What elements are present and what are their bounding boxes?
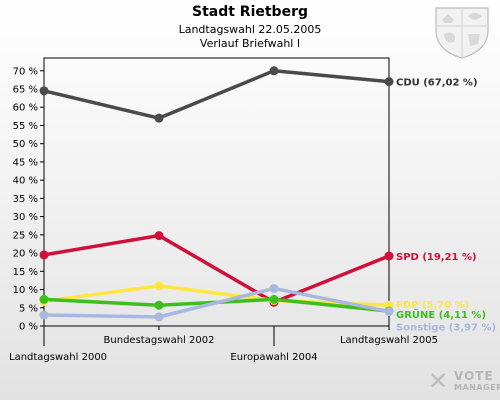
logo-text-vote: VOTE [454, 369, 494, 383]
x-tick-label: Europawahl 2004 [230, 352, 317, 363]
x-tick-label: Landtagswahl 2000 [9, 352, 107, 363]
series-line-spd [42, 233, 391, 305]
data-point-grüne [154, 300, 164, 310]
y-tick-label: 5 % [19, 303, 38, 314]
chart-subsubtitle: Verlauf Briefwahl I [199, 37, 301, 50]
series-label-fdp: FDP (5,70 %) [396, 300, 469, 311]
series-label-cdu: CDU (67,02 %) [396, 78, 478, 89]
series-line-sonstige [42, 286, 391, 319]
data-point-fdp [154, 281, 164, 291]
data-point-spd [39, 250, 49, 260]
data-point-cdu [39, 86, 49, 96]
y-tick-label: 45 % [13, 157, 38, 168]
data-point-sonstige [384, 307, 394, 317]
data-point-grüne [269, 294, 279, 304]
y-tick-label: 20 % [13, 249, 38, 260]
y-tick-label: 25 % [13, 230, 38, 241]
data-point-grüne [39, 294, 49, 304]
data-point-cdu [384, 77, 394, 87]
series-label-grüne: GRÜNE (4,11 %) [396, 307, 486, 321]
series-line-cdu [42, 69, 391, 120]
x-tick-label: Landtagswahl 2005 [340, 335, 438, 346]
y-tick-label: 60 % [13, 103, 38, 114]
data-point-sonstige [154, 312, 164, 322]
y-tick-label: 30 % [13, 212, 38, 223]
y-tick-label: 0 % [19, 322, 38, 333]
coat-of-arms-icon [435, 7, 489, 59]
data-point-sonstige [269, 283, 279, 293]
y-tick-label: 70 % [13, 66, 38, 77]
y-tick-label: 40 % [13, 176, 38, 187]
chart-title: Stadt Rietberg [191, 4, 309, 20]
logo-mark-icon: ✕ [428, 367, 449, 395]
data-point-spd [384, 251, 394, 261]
data-point-cdu [269, 66, 279, 76]
vote-manager-logo: ✕ VOTE MANAGER [424, 366, 500, 398]
y-tick-label: 55 % [13, 121, 38, 132]
y-tick-label: 65 % [13, 84, 38, 95]
plot-frame [43, 57, 390, 327]
data-point-spd [154, 231, 164, 241]
y-tick-label: 35 % [13, 194, 38, 205]
series-label-spd: SPD (19,21 %) [396, 252, 477, 263]
logo-text-manager: MANAGER [454, 383, 500, 392]
data-point-sonstige [39, 310, 49, 320]
series-label-sonstige: Sonstige (3,97 %) [396, 323, 496, 334]
chart-subtitle: Landtagswahl 22.05.2005 [178, 23, 322, 36]
y-tick-label: 50 % [13, 139, 38, 150]
data-point-cdu [154, 113, 164, 123]
y-tick-label: 10 % [13, 285, 38, 296]
y-tick-label: 15 % [13, 267, 38, 278]
series-line-fdp [42, 284, 391, 307]
x-tick-label: Bundestagswahl 2002 [104, 335, 215, 346]
